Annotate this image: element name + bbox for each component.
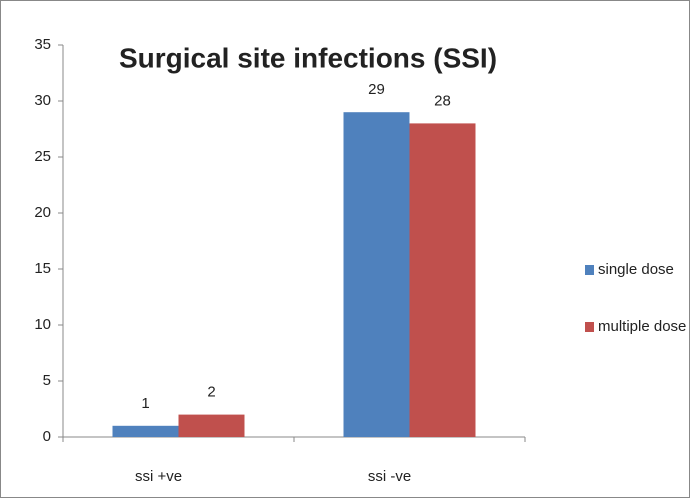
chart-title: Surgical site infections (SSI) <box>119 42 497 73</box>
bar <box>112 425 179 437</box>
y-tick-label: 0 <box>43 428 51 445</box>
legend-label: multiple dose <box>598 318 686 335</box>
legend-swatch <box>585 322 594 332</box>
y-tick-label: 15 <box>34 260 51 277</box>
data-label: 2 <box>207 384 215 401</box>
x-tick-label: ssi +ve <box>135 468 182 485</box>
y-tick-label: 20 <box>34 204 51 221</box>
legend-label: single dose <box>598 261 674 278</box>
y-tick-label: 30 <box>34 92 51 109</box>
y-tick-label: 35 <box>34 36 51 53</box>
data-label: 29 <box>368 81 385 98</box>
legend-swatch <box>585 265 594 275</box>
y-tick-label: 10 <box>34 316 51 333</box>
y-tick-label: 25 <box>34 148 51 165</box>
y-tick-label: 5 <box>43 372 51 389</box>
x-tick-label: ssi -ve <box>368 468 411 485</box>
bar <box>409 123 476 438</box>
bar <box>343 112 410 437</box>
bar <box>178 414 245 437</box>
data-label: 28 <box>434 92 451 109</box>
data-label: 1 <box>141 395 149 412</box>
